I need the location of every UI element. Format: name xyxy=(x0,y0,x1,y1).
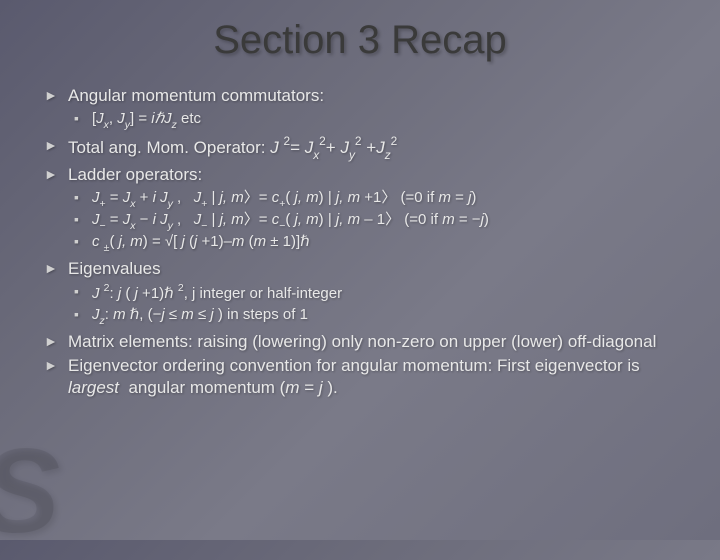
bullet-text: Total ang. Mom. Operator: J 2= Jx2+ Jy2 … xyxy=(68,138,397,157)
slide: Section 3 Recap Angular momentum commuta… xyxy=(0,0,720,540)
bullet-text: Angular momentum commutators: xyxy=(68,86,324,105)
bullet-text: Eigenvector ordering convention for angu… xyxy=(68,356,640,397)
slide-title: Section 3 Recap xyxy=(40,18,680,63)
bullet-list: Angular momentum commutators: [Jx, Jy] = … xyxy=(40,85,680,399)
bullet-text: Ladder operators: xyxy=(68,165,202,184)
watermark-decoration: S xyxy=(0,422,60,560)
sub-bullet-item: J+ = Jx + i Jy , J+ | j, m〉= c+( j, m) |… xyxy=(68,188,680,210)
sub-bullet-item: J− = Jx − i Jy , J− | j, m〉= c−( j, m) |… xyxy=(68,210,680,232)
bullet-text: Matrix elements: raising (lowering) only… xyxy=(68,332,656,351)
sub-bullet-list: [Jx, Jy] = iℏJz etc xyxy=(68,109,680,131)
sub-bullet-item: Jz: m ℏ, (−j ≤ m ≤ j ) in steps of 1 xyxy=(68,305,680,327)
bullet-item: Eigenvector ordering convention for angu… xyxy=(40,355,680,399)
bullet-item: Ladder operators: J+ = Jx + i Jy , J+ | j… xyxy=(40,164,680,255)
bullet-item: Eigenvalues J 2: j ( j +1)ℏ 2, j integer … xyxy=(40,258,680,327)
bullet-item: Total ang. Mom. Operator: J 2= Jx2+ Jy2 … xyxy=(40,135,680,162)
bullet-item: Angular momentum commutators: [Jx, Jy] = … xyxy=(40,85,680,131)
sub-bullet-item: J 2: j ( j +1)ℏ 2, j integer or half-int… xyxy=(68,282,680,304)
sub-bullet-item: [Jx, Jy] = iℏJz etc xyxy=(68,109,680,131)
bullet-item: Matrix elements: raising (lowering) only… xyxy=(40,331,680,353)
bullet-text: Eigenvalues xyxy=(68,259,161,278)
sub-bullet-list: J+ = Jx + i Jy , J+ | j, m〉= c+( j, m) |… xyxy=(68,188,680,255)
sub-bullet-item: c ±( j, m) = √[ j (j +1)–m (m ± 1)]ℏ xyxy=(68,232,680,254)
sub-bullet-list: J 2: j ( j +1)ℏ 2, j integer or half-int… xyxy=(68,282,680,326)
